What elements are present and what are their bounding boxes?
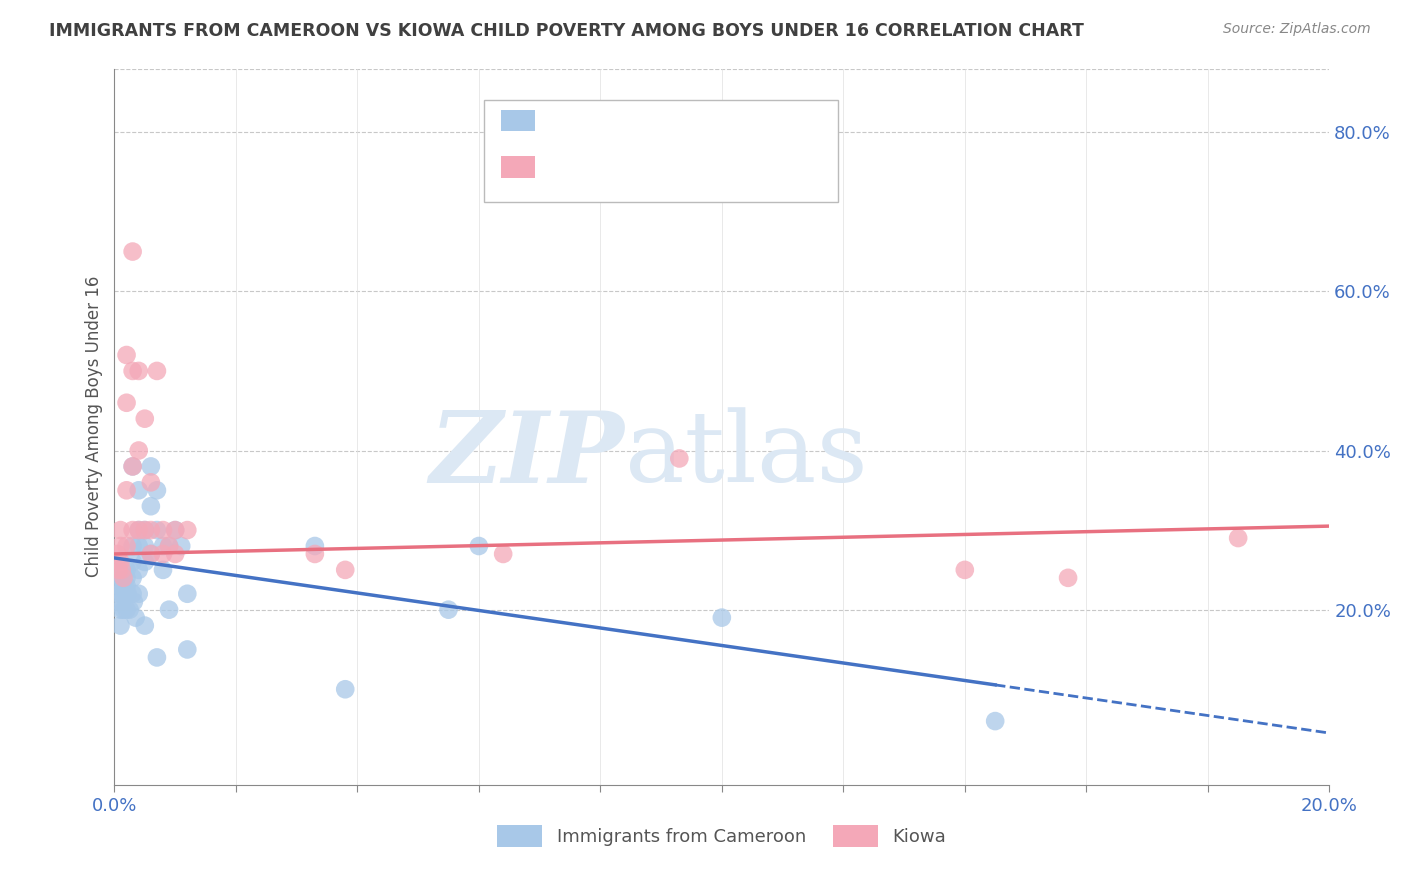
Point — [121, 244, 143, 259]
Point — [128, 587, 150, 601]
Point — [139, 523, 162, 537]
Point — [134, 411, 156, 425]
Point — [121, 587, 143, 601]
Point — [134, 555, 156, 569]
Point — [128, 364, 150, 378]
Point — [1227, 531, 1250, 545]
Point — [121, 459, 143, 474]
Point — [121, 523, 143, 537]
Point — [134, 618, 156, 632]
Point — [152, 539, 174, 553]
Point — [115, 602, 138, 616]
Point — [115, 587, 138, 601]
Point — [492, 547, 515, 561]
Point — [139, 475, 162, 490]
Point — [111, 587, 134, 601]
Point — [108, 587, 131, 601]
Point — [118, 602, 141, 616]
Point — [1057, 571, 1080, 585]
Point — [335, 563, 357, 577]
Point — [111, 571, 134, 585]
Point — [437, 602, 460, 616]
Text: R =  0.040   N = 37: R = 0.040 N = 37 — [544, 157, 720, 175]
Point — [115, 579, 138, 593]
Point — [121, 459, 143, 474]
Point — [146, 650, 169, 665]
Text: ZIP: ZIP — [430, 407, 624, 504]
Point — [335, 682, 357, 697]
Point — [176, 587, 198, 601]
Point — [165, 523, 187, 537]
Point — [157, 539, 180, 553]
Point — [146, 523, 169, 537]
Point — [128, 563, 150, 577]
Text: atlas: atlas — [624, 408, 868, 503]
Text: IMMIGRANTS FROM CAMEROON VS KIOWA CHILD POVERTY AMONG BOYS UNDER 16 CORRELATION : IMMIGRANTS FROM CAMEROON VS KIOWA CHILD … — [49, 22, 1084, 40]
Point — [128, 483, 150, 498]
Point — [146, 483, 169, 498]
Point — [157, 602, 180, 616]
Point — [139, 547, 162, 561]
Point — [165, 523, 187, 537]
Point — [115, 483, 138, 498]
Point — [304, 547, 326, 561]
Point — [152, 563, 174, 577]
Point — [121, 364, 143, 378]
Point — [112, 571, 135, 585]
Point — [121, 571, 143, 585]
Point — [139, 547, 162, 561]
Point — [128, 523, 150, 537]
Point — [139, 500, 162, 514]
Text: Source: ZipAtlas.com: Source: ZipAtlas.com — [1223, 22, 1371, 37]
Point — [146, 364, 169, 378]
Point — [710, 610, 733, 624]
Point — [115, 563, 138, 577]
Point — [110, 523, 132, 537]
Point — [304, 539, 326, 553]
Point — [128, 523, 150, 537]
Point — [124, 610, 146, 624]
Point — [134, 539, 156, 553]
Point — [107, 579, 129, 593]
Point — [152, 523, 174, 537]
Point — [110, 579, 132, 593]
Point — [107, 547, 129, 561]
Point — [134, 523, 156, 537]
Point — [107, 563, 129, 577]
Point — [110, 539, 132, 553]
Point — [139, 459, 162, 474]
Point — [984, 714, 1007, 728]
Point — [668, 451, 690, 466]
Point — [117, 587, 139, 601]
Point — [115, 396, 138, 410]
Point — [176, 523, 198, 537]
Point — [165, 547, 187, 561]
Point — [134, 523, 156, 537]
Point — [112, 602, 135, 616]
Point — [121, 555, 143, 569]
Point — [115, 348, 138, 362]
Point — [110, 618, 132, 632]
Point — [110, 602, 132, 616]
Point — [121, 539, 143, 553]
Point — [115, 539, 138, 553]
Point — [157, 539, 180, 553]
Point — [953, 563, 976, 577]
Point — [110, 595, 132, 609]
Point — [128, 539, 150, 553]
Point — [115, 571, 138, 585]
Point — [176, 642, 198, 657]
Text: R = -0.244   N = 53: R = -0.244 N = 53 — [544, 111, 721, 128]
Point — [152, 547, 174, 561]
Legend: Immigrants from Cameroon, Kiowa: Immigrants from Cameroon, Kiowa — [489, 818, 953, 855]
Point — [111, 563, 134, 577]
Point — [170, 539, 193, 553]
Point — [122, 595, 145, 609]
Y-axis label: Child Poverty Among Boys Under 16: Child Poverty Among Boys Under 16 — [86, 276, 103, 577]
Point — [110, 555, 132, 569]
Point — [128, 443, 150, 458]
Point — [107, 563, 129, 577]
Point — [468, 539, 491, 553]
